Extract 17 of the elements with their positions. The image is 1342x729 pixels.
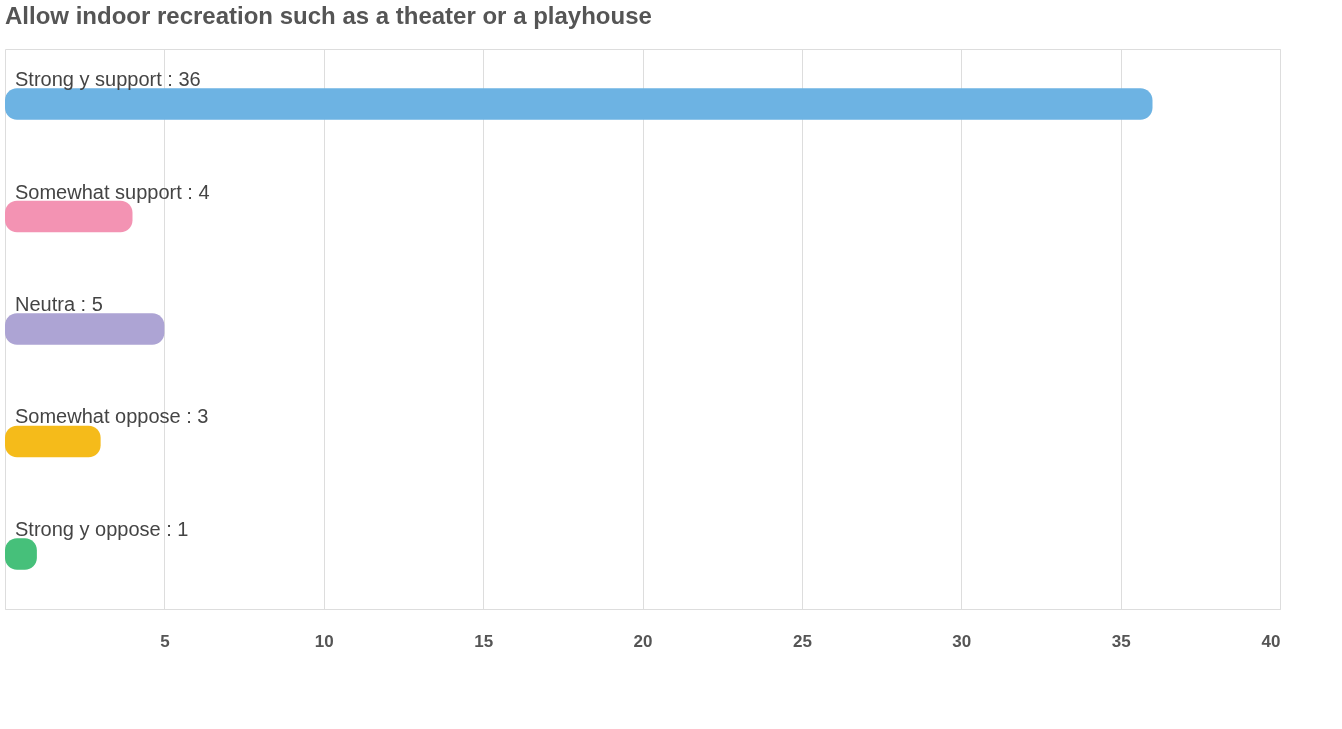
bar [5, 313, 165, 345]
y-tick-label: Neutra : 5 [15, 293, 103, 315]
x-tick-label: 25 [792, 631, 812, 651]
bar [5, 425, 101, 458]
x-tick-label: 5 [160, 631, 170, 651]
chart-title: Allow indoor recreation such as a theater or a playhouse [5, 2, 652, 29]
x-tick-label: 20 [633, 631, 653, 651]
y-tick-label: Strong y oppose : 1 [15, 517, 189, 540]
y-tick-label: Somewhat oppose : 3 [15, 405, 209, 428]
x-tick-label: 30 [952, 631, 972, 651]
x-tick-label: 15 [474, 631, 494, 651]
x-tick-label: 10 [314, 631, 334, 651]
x-tick-label: 35 [1111, 631, 1131, 651]
bar [5, 88, 1153, 120]
x-tick-label: 40 [1261, 631, 1281, 651]
y-tick-label: Strong y support : 36 [15, 68, 201, 91]
y-tick-label: Somewhat support : 4 [15, 180, 210, 203]
